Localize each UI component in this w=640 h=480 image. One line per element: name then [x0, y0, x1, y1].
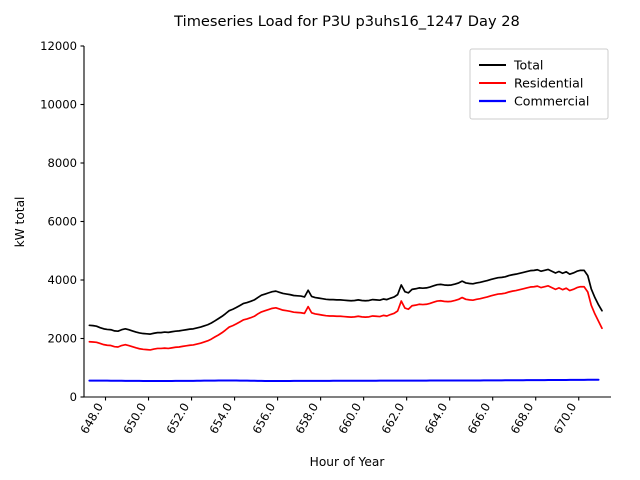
y-tick-label: 6000: [47, 215, 77, 229]
series-line-total: [88, 268, 603, 335]
y-tick-label: 0: [70, 390, 77, 404]
y-tick-label: 10000: [40, 98, 77, 112]
y-axis-ticks: 0 2000 4000 6000 8000 10000 12000: [40, 39, 84, 404]
series-line-residential: [88, 285, 603, 351]
y-axis-label: kW total: [13, 197, 27, 248]
x-axis-label: Hour of Year: [310, 455, 386, 469]
y-tick-label: 4000: [47, 273, 77, 287]
legend-label-total: Total: [513, 58, 543, 73]
data-series: [88, 268, 603, 383]
series-line-commercial: [88, 378, 600, 383]
y-tick-label: 2000: [47, 332, 77, 346]
legend-label-residential: Residential: [514, 76, 583, 91]
y-tick-label: 8000: [47, 156, 77, 170]
legend-label-commercial: Commercial: [514, 94, 589, 109]
y-tick-label: 12000: [40, 39, 77, 53]
chart-legend: Total Residential Commercial: [469, 48, 609, 120]
chart-title: Timeseries Load for P3U p3uhs16_1247 Day…: [173, 13, 520, 30]
